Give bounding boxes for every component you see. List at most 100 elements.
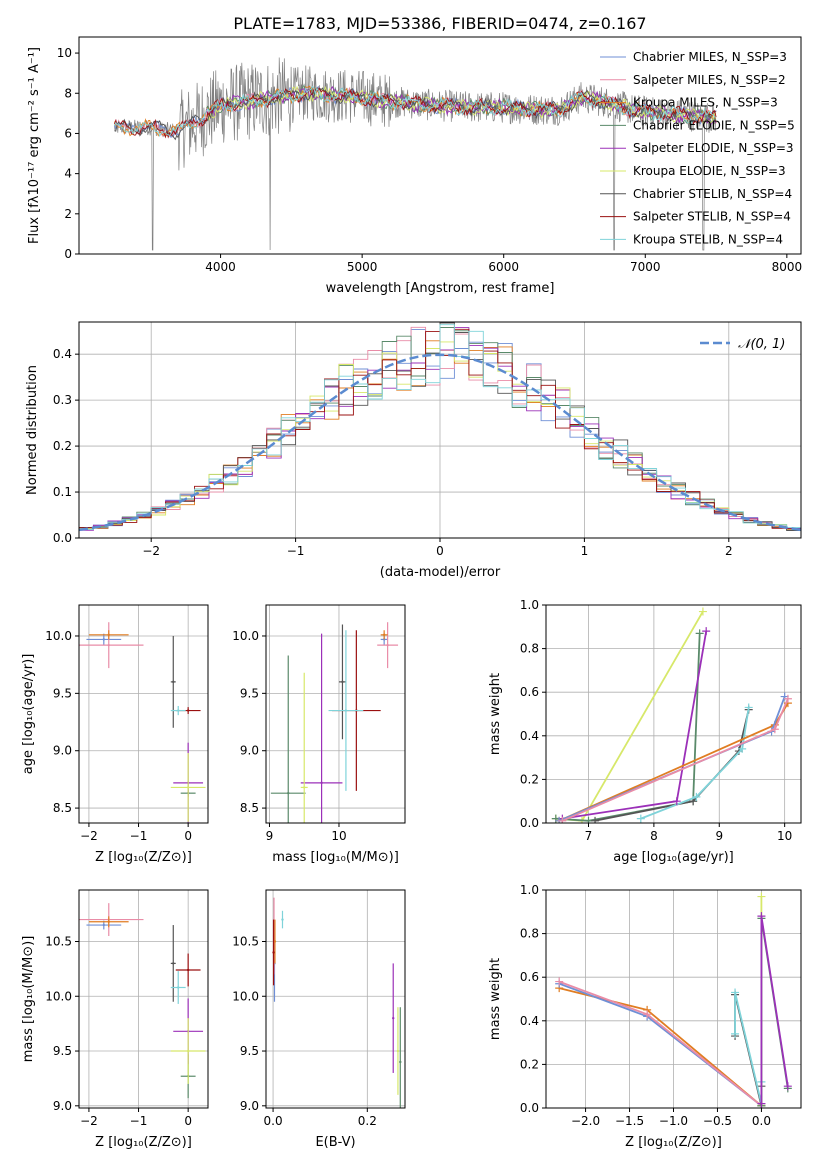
point-marker: [643, 1010, 652, 1019]
model-spectrum-kroupa_stelib: [113, 85, 717, 138]
data-point: [344, 709, 348, 712]
y-axis-label: mass [log₁₀(M/M⊙)]: [21, 936, 36, 1063]
model-spectrum-salpeter_stelib: [113, 87, 717, 139]
y-tick-label: 9.0: [53, 1099, 72, 1113]
y-tick-label: 10.0: [232, 629, 259, 643]
plot-area: [270, 622, 399, 823]
x-axis-label: mass [log₁₀(M/M⊙)]: [272, 850, 399, 865]
y-tick-label: 0.2: [520, 1057, 539, 1071]
point-marker: [770, 725, 779, 734]
data-spectrum: [114, 57, 717, 251]
legend-label: Salpeter ELODIE, N_SSP=3: [633, 141, 794, 155]
normal-curve: [79, 353, 801, 532]
y-tick-label: 10.0: [45, 989, 72, 1003]
y-tick-label: 0.2: [53, 439, 72, 453]
y-tick-label: 6: [64, 126, 72, 140]
point-marker: [783, 1082, 792, 1091]
model-spectrum-chabrier_stelib: [114, 87, 717, 141]
data-point: [107, 633, 110, 637]
data-point: [186, 786, 190, 789]
x-tick-label: 7: [585, 829, 593, 843]
point-marker: [744, 703, 753, 712]
y-tick-label: 1.0: [520, 598, 539, 612]
series-line: [640, 707, 750, 820]
legend-label: Chabrier MILES, N_SSP=3: [633, 50, 787, 64]
x-tick-label: 2: [725, 544, 733, 558]
panel-mass-vs-ebv: 0.0 0.2 9.0 9.5 10.0 10.5 E(B-V): [232, 889, 406, 1150]
legend-label: Salpeter MILES, N_SSP=2: [633, 73, 786, 87]
series-line: [558, 980, 762, 1107]
axes-frame: [265, 604, 406, 824]
point-marker: [672, 797, 681, 806]
legend-label: Kroupa STELIB, N_SSP=4: [633, 232, 783, 246]
y-tick-label: 9.5: [240, 1044, 259, 1058]
plot-area: [79, 622, 206, 823]
legend-label: Chabrier ELODIE, N_SSP=5: [633, 118, 795, 132]
data-point: [186, 968, 190, 972]
point-marker: [636, 814, 645, 823]
x-tick-label: −0.5: [703, 1114, 732, 1128]
point-marker: [757, 1099, 766, 1108]
point-marker: [757, 892, 766, 901]
x-tick-label: 10: [777, 829, 792, 843]
data-point: [272, 951, 275, 954]
x-axis-label: Z [log₁₀(Z/Z⊙)]: [95, 1135, 192, 1150]
x-tick-label: −1.5: [615, 1114, 644, 1128]
y-tick-label: 0.1: [53, 485, 72, 499]
data-point: [107, 920, 110, 923]
data-point: [186, 709, 190, 712]
axes-frame: [78, 36, 802, 255]
data-point: [386, 643, 389, 647]
y-tick-label: 1.0: [520, 883, 539, 897]
x-axis-label: (data-model)/error: [380, 565, 501, 580]
y-tick-label: 9.0: [53, 744, 72, 758]
panel-age-vs-Z: −2 −1 0 8.5 9.0 9.5 10.0 Z [log₁₀(Z/Z⊙)] age [lo…: [21, 604, 209, 865]
data-point: [399, 1060, 402, 1064]
axes-frame: [78, 889, 209, 1109]
x-axis-label: wavelength [Angstrom, rest frame]: [326, 281, 555, 296]
x-tick-label: 0.2: [358, 1114, 377, 1128]
y-tick-label: 0.6: [520, 970, 539, 984]
x-tick-label: 9: [266, 829, 274, 843]
data-point: [177, 986, 180, 989]
series-line: [558, 702, 789, 822]
y-tick-label: 0: [64, 247, 72, 261]
data-point: [186, 1049, 190, 1053]
panel-residuals: 𝒩(0, 1) −2 −1 0 1 2 0.0 0.1 0.2 0.3 0.4 (data-model…: [25, 321, 802, 580]
y-tick-label: 9.0: [240, 1099, 259, 1113]
x-tick-label: −2: [80, 829, 98, 843]
point-marker: [698, 607, 707, 616]
point-marker: [591, 816, 600, 823]
y-tick-label: 9.5: [53, 1044, 72, 1058]
plot-area: [79, 903, 206, 1099]
legend-label: Kroupa ELODIE, N_SSP=3: [633, 164, 786, 178]
x-tick-label: −2: [80, 1114, 98, 1128]
point-marker: [738, 744, 747, 753]
data-point: [273, 940, 277, 943]
y-tick-label: 2: [64, 207, 72, 221]
x-tick-label: 8: [650, 829, 658, 843]
point-marker: [695, 629, 704, 638]
x-tick-label: −1: [130, 829, 148, 843]
y-tick-label: 8.5: [53, 801, 72, 815]
point-marker: [555, 977, 564, 986]
x-axis-label: Z [log₁₀(Z/Z⊙)]: [95, 850, 192, 865]
y-tick-label: 0.0: [520, 1101, 539, 1115]
y-tick-label: 0.6: [520, 685, 539, 699]
legend-label: Chabrier STELIB, N_SSP=4: [633, 187, 792, 201]
y-tick-label: 4: [64, 167, 72, 181]
x-tick-label: 1: [581, 544, 589, 558]
point-marker: [757, 912, 766, 921]
plot-area: [79, 322, 801, 532]
point-marker: [783, 694, 792, 703]
figure-title: PLATE=1783, MJD=53386, FIBERID=0474, z=0…: [233, 14, 646, 33]
panel-weight-vs-age: 7 8 9 10 0.0 0.2 0.4 0.6 0.8 1.0 age [log₁₀(age/yr…: [488, 598, 802, 865]
y-tick-label: 0.0: [53, 531, 72, 545]
series-line: [561, 698, 789, 822]
y-tick-label: 10.5: [45, 934, 72, 948]
data-point: [102, 923, 106, 927]
x-tick-label: −2: [142, 544, 160, 558]
data-point: [320, 781, 323, 785]
x-tick-label: 5000: [347, 260, 378, 274]
y-tick-label: 8.5: [240, 801, 259, 815]
